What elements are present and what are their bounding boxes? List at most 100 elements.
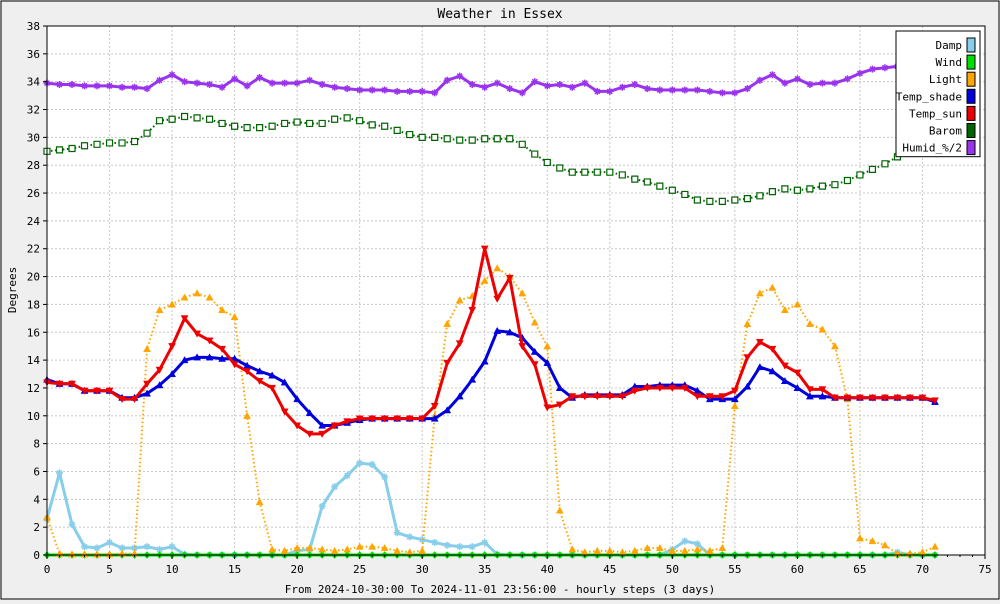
- data-point: [780, 362, 789, 370]
- data-point: [443, 319, 452, 327]
- y-tick-label: 24: [27, 215, 41, 228]
- legend-swatch: [966, 37, 976, 53]
- data-point: [506, 135, 514, 143]
- data-point: [530, 318, 539, 326]
- data-point: [356, 459, 364, 467]
- data-point: [531, 150, 539, 158]
- data-point: [305, 544, 314, 552]
- legend-swatch: [966, 140, 976, 156]
- data-point: [418, 87, 426, 95]
- y-tick-label: 26: [27, 187, 40, 200]
- legend-label: Barom: [929, 125, 962, 138]
- data-point: [543, 158, 551, 167]
- data-point: [456, 543, 464, 551]
- data-point: [818, 182, 827, 190]
- data-point: [443, 76, 451, 84]
- data-point: [180, 112, 189, 121]
- data-point: [681, 86, 689, 94]
- y-tick-label: 14: [27, 354, 41, 367]
- legend-label: Wind: [936, 56, 963, 69]
- data-point: [743, 319, 752, 327]
- data-point: [668, 186, 676, 194]
- legend: Damp Wind Light Temp_shade Temp_sun Barom Humi…: [895, 30, 981, 158]
- data-point: [556, 80, 564, 88]
- data-point: [106, 82, 114, 90]
- data-point: [168, 343, 176, 351]
- data-point: [130, 396, 139, 404]
- data-point: [868, 537, 877, 545]
- data-point: [768, 71, 776, 79]
- data-point: [255, 498, 264, 506]
- data-point: [830, 342, 839, 350]
- data-point: [580, 393, 589, 401]
- data-point: [443, 359, 452, 367]
- data-point: [681, 190, 689, 199]
- x-tick-label: 75: [978, 563, 991, 576]
- x-tick-label: 25: [353, 563, 366, 576]
- data-point: [68, 380, 76, 388]
- data-point: [755, 338, 764, 347]
- data-point: [56, 80, 64, 88]
- data-point: [543, 404, 552, 412]
- data-point: [705, 546, 714, 554]
- data-point: [480, 245, 489, 253]
- data-point: [318, 502, 326, 510]
- data-point: [693, 196, 701, 204]
- data-point: [218, 305, 227, 314]
- data-point: [368, 415, 377, 423]
- data-point: [230, 361, 239, 369]
- data-point: [68, 144, 76, 153]
- data-point: [605, 546, 614, 554]
- data-point: [818, 392, 827, 400]
- data-point: [318, 430, 327, 438]
- data-point: [556, 164, 564, 172]
- data-point: [531, 78, 539, 86]
- data-point: [806, 185, 814, 193]
- data-point: [668, 546, 677, 554]
- data-point: [805, 392, 814, 400]
- data-point: [793, 186, 801, 194]
- data-point: [581, 79, 589, 87]
- data-point: [755, 363, 764, 371]
- data-point: [643, 85, 651, 93]
- data-point: [456, 136, 464, 144]
- data-point: [181, 78, 189, 86]
- data-point: [431, 538, 439, 546]
- data-point: [793, 383, 802, 391]
- data-point: [518, 140, 526, 148]
- y-tick-label: 12: [27, 382, 40, 395]
- data-point: [155, 381, 164, 389]
- legend-box: [895, 30, 981, 158]
- data-point: [80, 387, 89, 395]
- data-point: [318, 119, 326, 128]
- data-point: [106, 538, 114, 546]
- data-point: [543, 82, 551, 90]
- data-point: [218, 345, 227, 353]
- data-point: [330, 546, 339, 554]
- data-point: [230, 312, 239, 320]
- data-point: [481, 83, 489, 91]
- data-point: [731, 89, 739, 97]
- data-point: [56, 469, 64, 477]
- data-point: [555, 383, 564, 391]
- data-point: [493, 264, 502, 272]
- data-point: [631, 175, 639, 183]
- data-point: [380, 415, 389, 423]
- plot-frame: [46, 25, 986, 556]
- data-point: [205, 353, 214, 361]
- data-point: [805, 386, 814, 394]
- data-point: [243, 124, 251, 132]
- y-tick-label: 30: [27, 131, 40, 144]
- data-point: [643, 384, 652, 392]
- legend-swatch: [966, 105, 976, 121]
- data-point: [193, 353, 202, 361]
- data-point: [280, 546, 289, 554]
- data-point: [343, 114, 351, 122]
- data-point: [868, 394, 877, 402]
- data-point: [68, 550, 76, 558]
- y-tick-label: 0: [33, 549, 40, 562]
- data-point: [730, 395, 739, 403]
- data-point: [630, 387, 639, 395]
- data-point: [305, 408, 314, 417]
